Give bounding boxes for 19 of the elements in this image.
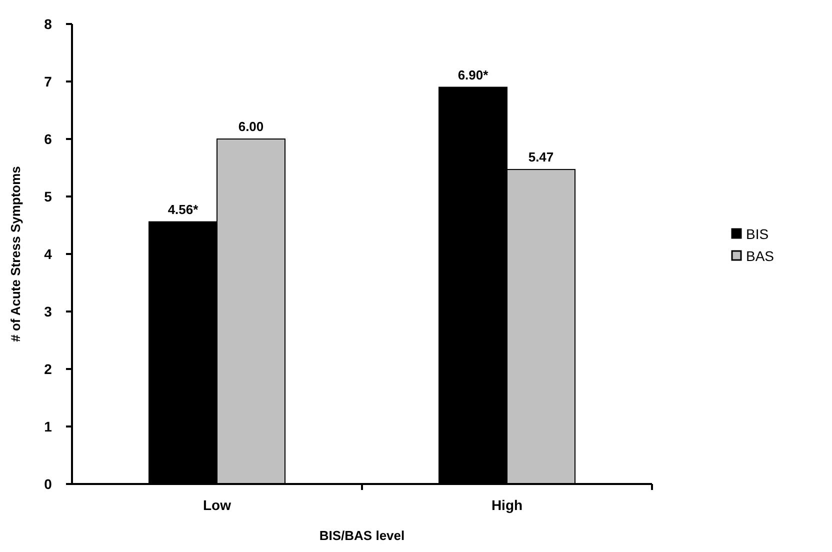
y-tick-label: 7 — [44, 73, 52, 90]
y-axis-title: # of Acute Stress Symptoms — [8, 166, 23, 342]
y-tick-label: 5 — [44, 188, 52, 204]
y-tick-label: 4 — [44, 246, 52, 262]
x-tick-label: Low — [203, 497, 232, 513]
y-tick-label: 8 — [44, 16, 52, 32]
y-tick-label: 6 — [44, 130, 52, 147]
y-tick-label: 1 — [44, 418, 52, 434]
legend-label: BIS — [746, 226, 769, 242]
data-label: 5.47 — [528, 149, 554, 164]
data-label: 6.90* — [458, 67, 490, 82]
x-tick-label: High — [491, 497, 523, 513]
y-tick-label: 2 — [44, 360, 52, 377]
x-axis-title: BIS/BAS level — [319, 528, 405, 543]
y-tick-label: 3 — [44, 303, 52, 320]
data-label: 4.56* — [168, 202, 200, 217]
y-tick-label: 0 — [44, 476, 52, 492]
legend-label: BAS — [746, 248, 774, 264]
data-label: 6.00 — [238, 119, 264, 134]
